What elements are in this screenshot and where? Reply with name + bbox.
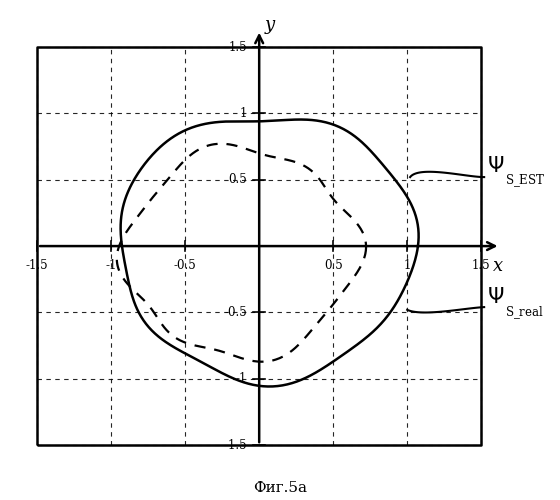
Text: 1: 1 bbox=[404, 260, 411, 272]
Text: Фиг.5а: Фиг.5а bbox=[253, 481, 307, 495]
Text: $\mathregular{S\_EST}$: $\mathregular{S\_EST}$ bbox=[505, 172, 545, 190]
Text: $\Psi$: $\Psi$ bbox=[487, 156, 505, 176]
Text: 1.5: 1.5 bbox=[228, 40, 248, 54]
Text: $\Psi$: $\Psi$ bbox=[487, 286, 505, 306]
Text: y: y bbox=[265, 16, 275, 34]
Text: x: x bbox=[493, 256, 503, 274]
Text: -1.5: -1.5 bbox=[26, 260, 49, 272]
Text: -1: -1 bbox=[105, 260, 117, 272]
Text: 1.5: 1.5 bbox=[472, 260, 491, 272]
Text: -0.5: -0.5 bbox=[174, 260, 197, 272]
Text: -0.5: -0.5 bbox=[225, 306, 248, 319]
Text: 0.5: 0.5 bbox=[324, 260, 343, 272]
Text: -1: -1 bbox=[236, 372, 248, 386]
Text: $\mathregular{S\_real}$: $\mathregular{S\_real}$ bbox=[505, 304, 544, 321]
Text: -1.5: -1.5 bbox=[225, 438, 248, 452]
Text: 0.5: 0.5 bbox=[228, 173, 248, 186]
Text: 1: 1 bbox=[240, 107, 248, 120]
